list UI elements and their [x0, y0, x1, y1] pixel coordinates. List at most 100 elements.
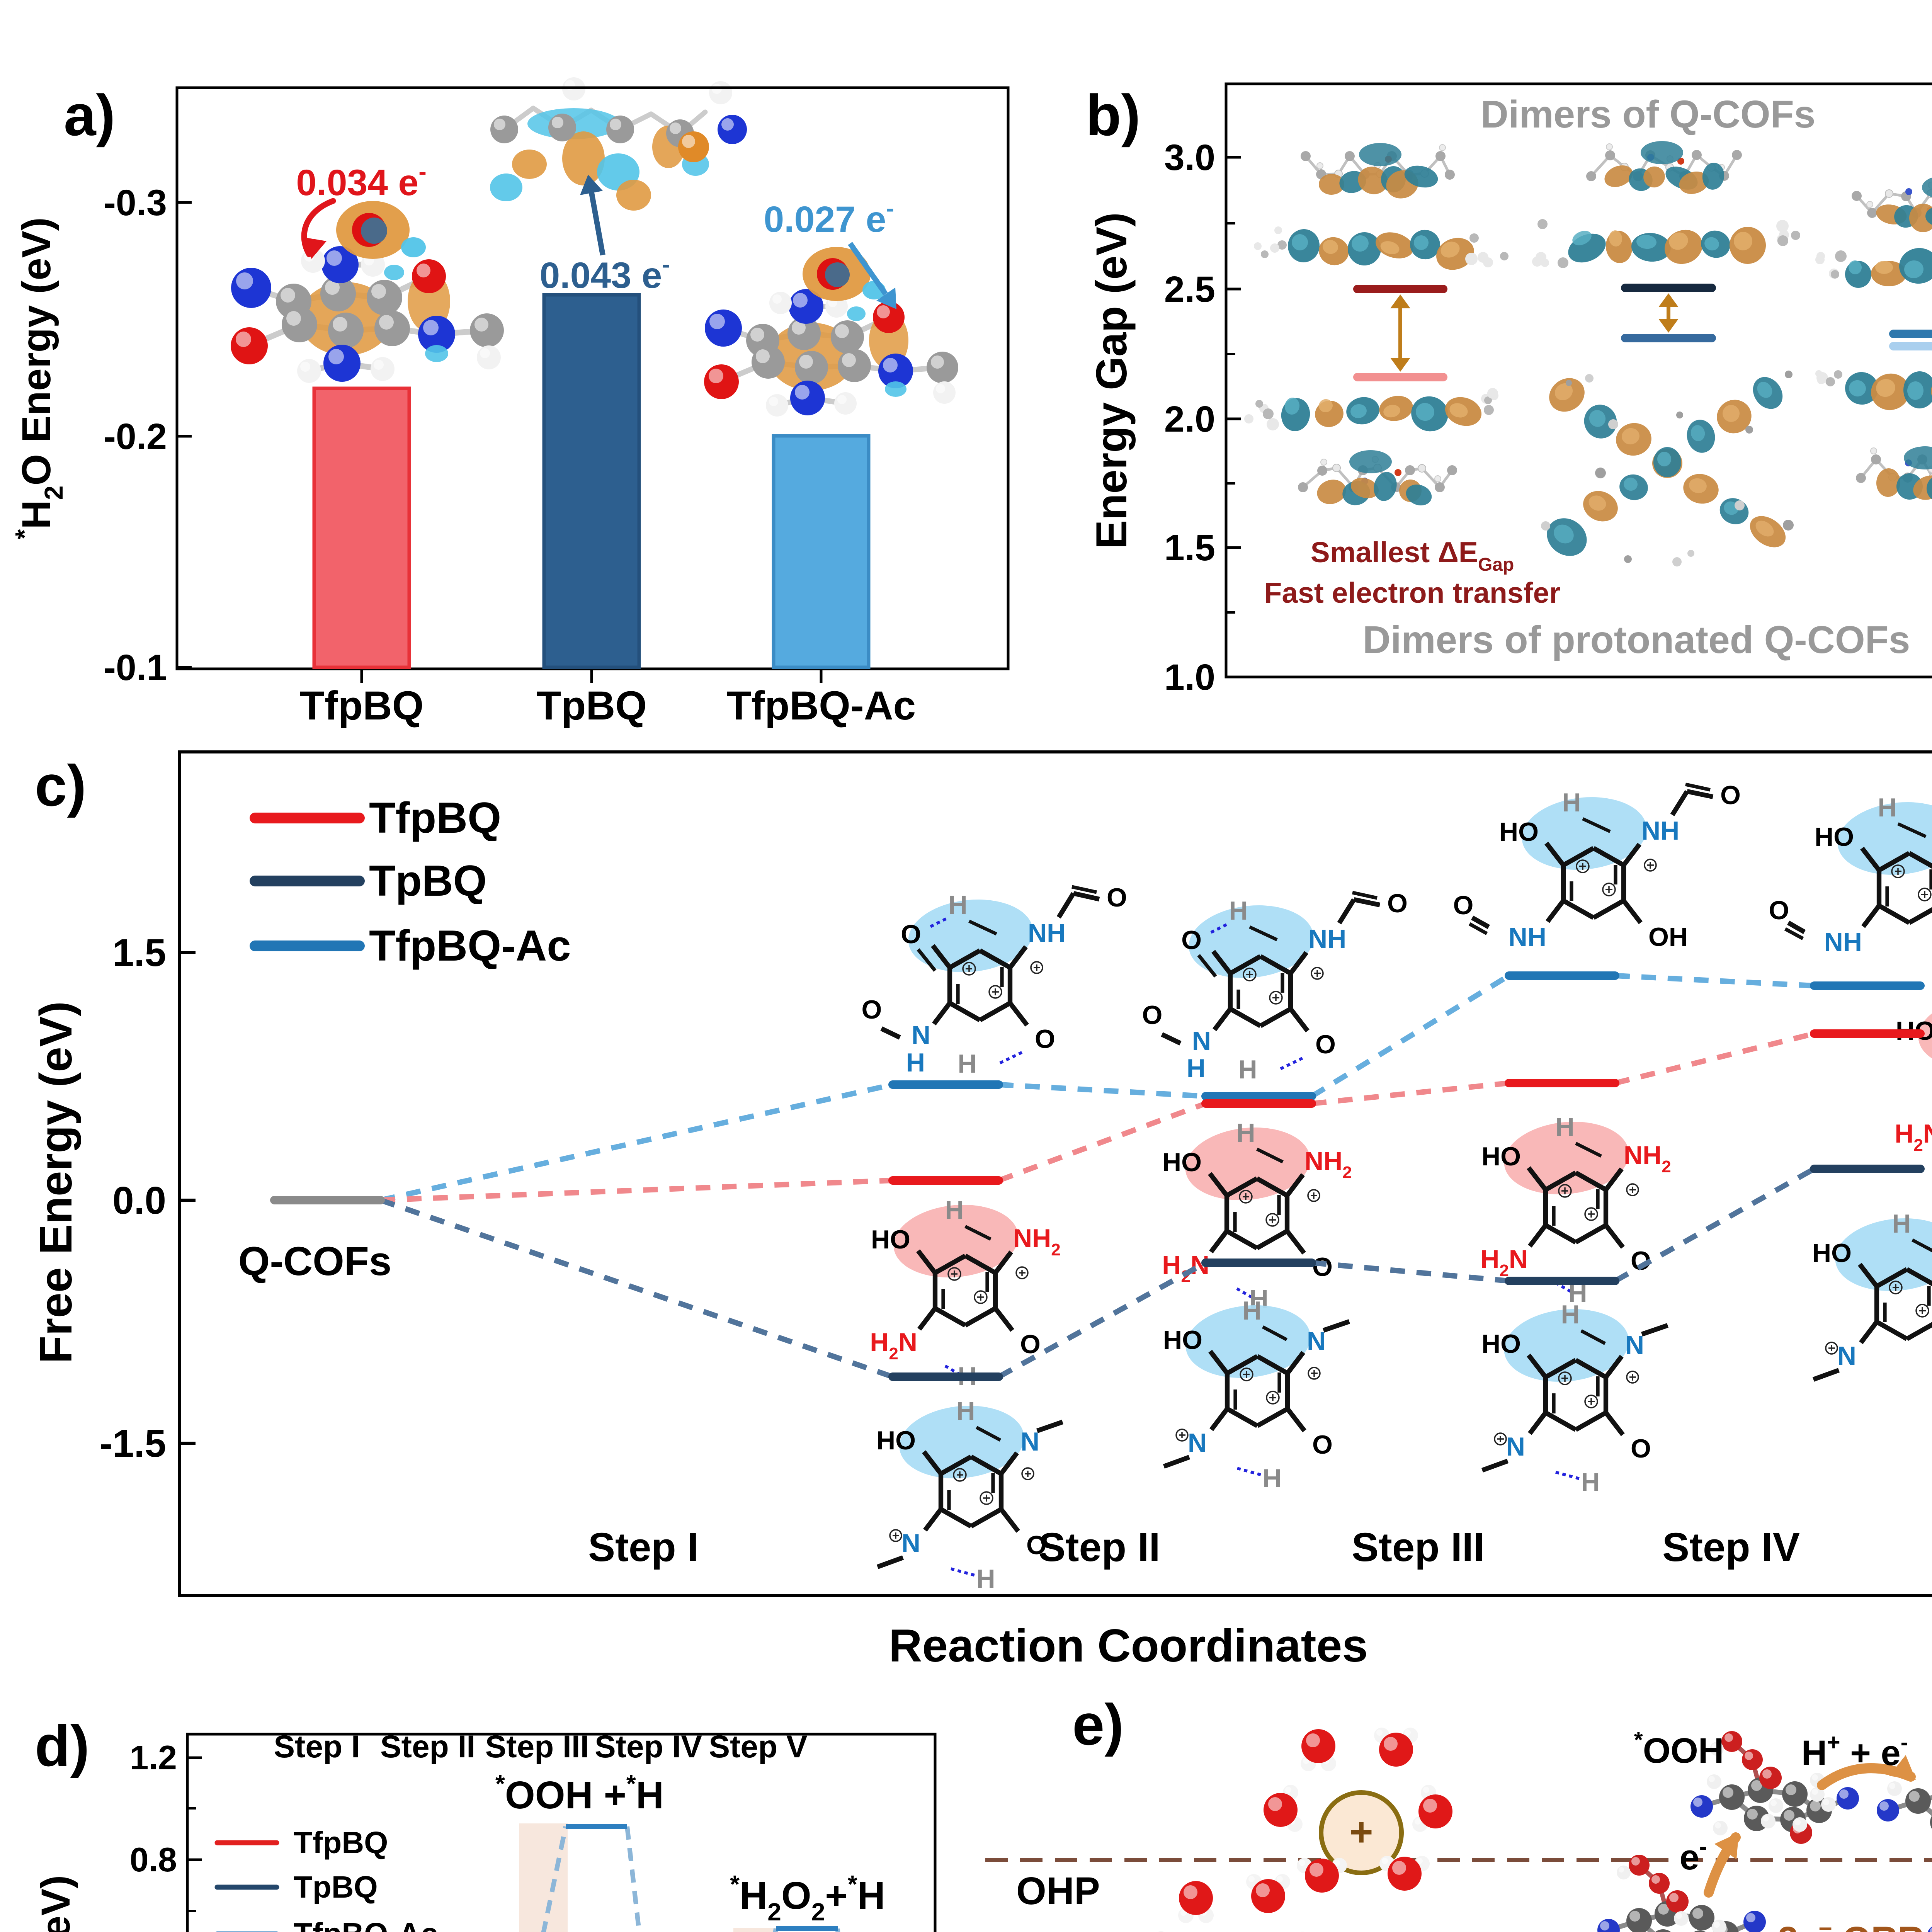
svg-text:0.027 e-: 0.027 e- — [764, 195, 894, 240]
svg-text:Q-COFs: Q-COFs — [238, 1239, 392, 1284]
svg-text:Step II: Step II — [1038, 1525, 1160, 1570]
svg-text:HO: HO — [1499, 817, 1539, 847]
svg-text:O: O — [862, 995, 882, 1024]
svg-text:1.2: 1.2 — [130, 1738, 177, 1777]
svg-text:d): d) — [35, 1713, 90, 1778]
svg-text:Fast electron transfer: Fast electron transfer — [1264, 577, 1561, 609]
svg-text:Step V: Step V — [709, 1729, 807, 1764]
svg-text:Dimers of Q-COFs: Dimers of Q-COFs — [1481, 93, 1816, 136]
svg-text:O: O — [1769, 896, 1789, 925]
svg-text:H: H — [906, 1048, 925, 1077]
svg-text:TpBQ: TpBQ — [369, 857, 487, 905]
svg-text:H: H — [1561, 1300, 1580, 1329]
svg-text:NH: NH — [1641, 816, 1679, 845]
svg-text:O: O — [1315, 1030, 1336, 1059]
svg-text:Step I: Step I — [274, 1729, 360, 1764]
svg-text:1.5: 1.5 — [1164, 527, 1215, 568]
svg-text:Reaction Coordinates: Reaction Coordinates — [889, 1620, 1368, 1672]
svg-text:HO: HO — [1163, 1325, 1202, 1355]
svg-text:N: N — [1506, 1432, 1525, 1461]
svg-text:TfpBQ-Ac: TfpBQ-Ac — [726, 683, 916, 728]
svg-text:2.5: 2.5 — [1164, 269, 1215, 310]
svg-text:Energy Gap (eV): Energy Gap (eV) — [1087, 212, 1136, 549]
svg-text:N: N — [1188, 1428, 1207, 1458]
svg-text:O: O — [1020, 1330, 1041, 1359]
svg-text:1.0: 1.0 — [1164, 657, 1215, 698]
svg-text:H2N: H2N — [1480, 1245, 1528, 1280]
svg-text:Step I: Step I — [588, 1525, 699, 1570]
svg-text:H: H — [1262, 1464, 1281, 1493]
svg-text:0.0: 0.0 — [112, 1179, 166, 1222]
svg-text:Free Energy (eV): Free Energy (eV) — [31, 1001, 82, 1364]
svg-text:H2N: H2N — [870, 1328, 917, 1363]
svg-text:HO: HO — [876, 1426, 916, 1455]
svg-text:2.0: 2.0 — [1164, 399, 1215, 440]
svg-text:H: H — [1236, 1118, 1255, 1148]
svg-text:TfpBQ: TfpBQ — [369, 794, 501, 842]
svg-text:Step IV: Step IV — [595, 1729, 702, 1764]
svg-text:e-: e- — [1680, 1834, 1707, 1877]
svg-text:TfpBQ: TfpBQ — [294, 1825, 388, 1860]
svg-text:H: H — [957, 1049, 976, 1078]
svg-text:Dimers of protonated Q-COFs: Dimers of protonated Q-COFs — [1363, 618, 1910, 662]
svg-text:H: H — [1229, 896, 1248, 925]
svg-text:HO: HO — [1481, 1142, 1521, 1171]
svg-text:O: O — [1181, 925, 1202, 955]
svg-text:0.034 e-: 0.034 e- — [296, 158, 426, 203]
svg-text:2e− ORR: 2e− ORR — [1778, 1915, 1924, 1932]
svg-text:N: N — [1625, 1330, 1644, 1360]
svg-text:NH: NH — [1824, 927, 1862, 957]
svg-text:TpBQ: TpBQ — [536, 683, 647, 728]
svg-text:NH2: NH2 — [1304, 1146, 1352, 1182]
svg-text:OHP: OHP — [1016, 1869, 1100, 1913]
svg-text:HO: HO — [1481, 1329, 1521, 1359]
svg-text:b): b) — [1086, 83, 1141, 148]
svg-text:H: H — [1581, 1468, 1600, 1497]
svg-text:-0.2: -0.2 — [104, 416, 167, 457]
svg-text:0.8: 0.8 — [130, 1840, 177, 1879]
svg-text:H: H — [945, 1196, 964, 1225]
svg-text:N: N — [901, 1529, 920, 1558]
svg-text:a): a) — [64, 83, 115, 148]
svg-text:N: N — [1837, 1341, 1856, 1371]
svg-text:O: O — [1453, 891, 1474, 920]
svg-text:NH2: NH2 — [1013, 1224, 1061, 1259]
svg-text:TfpBQ: TfpBQ — [300, 683, 424, 728]
svg-text:Step IV: Step IV — [1662, 1525, 1800, 1570]
svg-text:O: O — [1026, 1531, 1047, 1560]
svg-text:c): c) — [35, 753, 86, 818]
svg-text:Smallest ΔEGap: Smallest ΔEGap — [1311, 536, 1514, 575]
svg-text:H: H — [1555, 1112, 1574, 1142]
svg-text:-1.5: -1.5 — [100, 1422, 166, 1465]
svg-text:Free Energy (eV): Free Energy (eV) — [33, 1875, 78, 1932]
svg-text:HO: HO — [1162, 1148, 1202, 1177]
svg-text:O: O — [1387, 889, 1408, 918]
svg-text:*OOH: *OOH — [1634, 1727, 1724, 1770]
svg-text:NH2: NH2 — [1624, 1141, 1671, 1176]
svg-text:N: N — [1307, 1327, 1326, 1356]
svg-text:H: H — [956, 1396, 975, 1426]
svg-text:HO: HO — [1812, 1238, 1852, 1268]
svg-text:H: H — [976, 1564, 995, 1594]
svg-text:Step III: Step III — [1352, 1525, 1485, 1570]
svg-text:O: O — [1142, 1000, 1163, 1030]
svg-text:H: H — [1892, 1209, 1911, 1238]
svg-text:3.0: 3.0 — [1164, 137, 1215, 178]
svg-text:H2N: H2N — [1895, 1119, 1932, 1155]
svg-text:O: O — [1035, 1024, 1055, 1054]
svg-text:*OOH +*H: *OOH +*H — [495, 1770, 664, 1817]
svg-text:H: H — [1187, 1054, 1206, 1083]
svg-text:+: + — [1349, 1810, 1373, 1855]
svg-text:N: N — [1020, 1427, 1039, 1456]
svg-text:HO: HO — [871, 1225, 910, 1254]
svg-text:H: H — [1562, 788, 1581, 817]
svg-text:N: N — [912, 1020, 930, 1050]
svg-text:NH: NH — [1509, 922, 1546, 952]
svg-text:HO: HO — [1815, 822, 1854, 852]
svg-text:NH: NH — [1028, 918, 1066, 948]
svg-text:TpBQ: TpBQ — [294, 1870, 378, 1904]
svg-text:-0.3: -0.3 — [104, 182, 167, 223]
svg-text:O: O — [1107, 883, 1127, 912]
svg-text:O: O — [1720, 781, 1741, 810]
svg-text:0.043 e-: 0.043 e- — [539, 251, 670, 296]
